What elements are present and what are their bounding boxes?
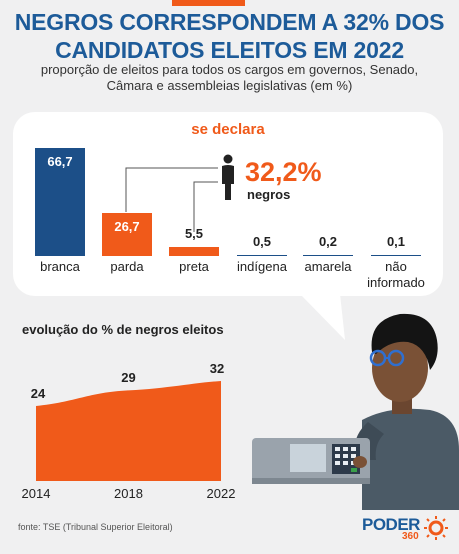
bar-2 bbox=[169, 247, 219, 256]
bar-value-3: 0,5 bbox=[252, 234, 272, 249]
bar-value-0: 66,7 bbox=[47, 154, 73, 169]
bar-3 bbox=[237, 255, 287, 256]
bar-value-1: 26,7 bbox=[114, 218, 140, 234]
person-icon bbox=[222, 154, 234, 200]
subtitle-line-1: proporção de eleitos para todos os cargo… bbox=[40, 62, 419, 77]
bar-category-label-2: preta bbox=[179, 259, 209, 274]
bar-category-label-0: branca bbox=[40, 259, 80, 274]
evolution-value-2: 32 bbox=[209, 361, 225, 376]
panel-heading: se declara bbox=[191, 121, 265, 138]
evolution-area bbox=[36, 381, 221, 481]
bar-4 bbox=[303, 255, 353, 256]
evolution-year-1: 2018 bbox=[114, 486, 143, 501]
subtitle-line-2: Câmara e assembleias legislativas (em %) bbox=[106, 78, 353, 93]
evolution-value-1: 29 bbox=[121, 370, 136, 386]
top-accent-bar bbox=[172, 0, 245, 6]
logo-sub: 360 bbox=[402, 531, 419, 542]
sun-logo-icon bbox=[424, 516, 448, 540]
bar-category-label-4: amarela bbox=[304, 259, 352, 274]
voting-machine-screen bbox=[290, 444, 326, 472]
page-subtitle: proporção de eleitos para todos os cargo… bbox=[0, 62, 459, 94]
evolution-title: evolução do % de negros eleitos bbox=[22, 322, 224, 337]
evolution-year-2: 2022 bbox=[206, 486, 236, 501]
page-title: NEGROS CORRESPONDEM A 32% DOS CANDIDATOS… bbox=[0, 8, 459, 64]
bar-5 bbox=[371, 255, 421, 256]
voter-illustration bbox=[252, 313, 459, 510]
bar-1 bbox=[102, 212, 152, 256]
logo-text: PODER bbox=[362, 515, 420, 534]
vote-button-green bbox=[351, 468, 357, 472]
bar-value-4: 0,2 bbox=[318, 234, 338, 249]
negros-percentage: 32,2% bbox=[245, 157, 322, 187]
evolution-value-0: 24 bbox=[30, 386, 46, 401]
bracket-preta-line bbox=[193, 181, 218, 232]
voter-hand bbox=[353, 456, 367, 468]
bar-value-5: 0,1 bbox=[386, 234, 406, 249]
voter-body bbox=[362, 408, 459, 510]
poder360-logo: PODER 360 bbox=[362, 515, 452, 545]
bar-0 bbox=[35, 148, 85, 256]
voter-face bbox=[372, 334, 428, 402]
evolution-year-0: 2014 bbox=[21, 486, 51, 501]
negros-label: negros bbox=[247, 187, 291, 202]
title-line-2: CANDIDATOS ELEITOS EM 2022 bbox=[55, 37, 404, 63]
bar-category-label-5: não informado bbox=[367, 259, 425, 290]
voter-hair bbox=[371, 313, 438, 370]
title-line-1: NEGROS CORRESPONDEM A 32% DOS bbox=[14, 9, 445, 35]
bar-category-label-3: indígena bbox=[237, 259, 287, 274]
bar-category-label-1: parda bbox=[110, 259, 144, 274]
source-note: fonte: TSE (Tribunal Superior Eleitoral) bbox=[18, 522, 173, 532]
bar-value-2: 5,5 bbox=[184, 226, 204, 242]
bracket-parda-line bbox=[125, 167, 218, 212]
